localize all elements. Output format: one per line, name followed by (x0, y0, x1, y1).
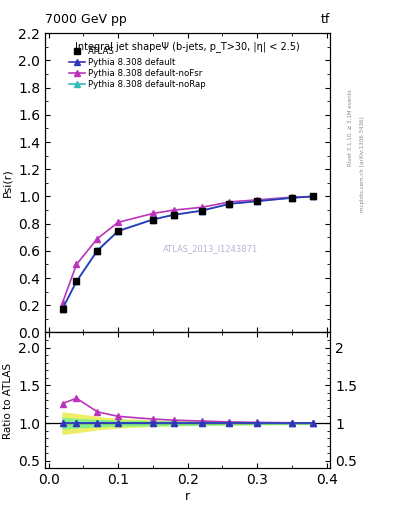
ATLAS (290, 195, 294, 201)
Pythia 8.308 default-noFsr (95, 236, 100, 242)
Y-axis label: Psi(r): Psi(r) (3, 168, 13, 197)
Pythia 8.308 default-noFsr (227, 199, 232, 205)
ATLAS (171, 212, 176, 218)
Pythia 8.308 default-noRap (60, 306, 65, 312)
Pythia 8.308 default-noRap (310, 194, 315, 200)
Pythia 8.308 default-noFsr (290, 194, 294, 200)
Pythia 8.308 default-noRap (290, 195, 294, 201)
ATLAS (74, 279, 79, 285)
Pythia 8.308 default-noFsr (116, 219, 121, 225)
Pythia 8.308 default-noRap (74, 279, 79, 285)
Pythia 8.308 default-noFsr (60, 300, 65, 306)
ATLAS (199, 208, 204, 214)
Pythia 8.308 default (151, 217, 155, 223)
ATLAS (255, 198, 259, 204)
Pythia 8.308 default (227, 201, 232, 207)
ATLAS (116, 228, 121, 234)
Pythia 8.308 default (171, 212, 176, 218)
ATLAS (310, 194, 315, 200)
Y-axis label: Ratio to ATLAS: Ratio to ATLAS (3, 362, 13, 439)
ATLAS (151, 217, 155, 223)
Pythia 8.308 default-noRap (255, 198, 259, 204)
Text: Integral jet shapeΨ (b-jets, p_T>30, |η| < 2.5): Integral jet shapeΨ (b-jets, p_T>30, |η|… (75, 41, 300, 52)
Pythia 8.308 default-noFsr (255, 197, 259, 203)
Line: Pythia 8.308 default-noRap: Pythia 8.308 default-noRap (59, 194, 316, 312)
Line: Pythia 8.308 default-noFsr: Pythia 8.308 default-noFsr (59, 194, 316, 306)
Text: tf: tf (321, 13, 330, 26)
Pythia 8.308 default-noRap (116, 228, 121, 234)
Text: mcplots.cern.ch [arXiv:1306.3436]: mcplots.cern.ch [arXiv:1306.3436] (360, 116, 365, 211)
Pythia 8.308 default-noRap (171, 211, 176, 218)
Pythia 8.308 default-noRap (151, 216, 155, 222)
Pythia 8.308 default (199, 208, 204, 214)
Text: 7000 GeV pp: 7000 GeV pp (45, 13, 127, 26)
Pythia 8.308 default-noRap (199, 207, 204, 214)
Pythia 8.308 default-noRap (95, 247, 100, 253)
Pythia 8.308 default (60, 306, 65, 312)
Pythia 8.308 default (310, 194, 315, 200)
Pythia 8.308 default-noFsr (74, 262, 79, 268)
Pythia 8.308 default-noFsr (171, 207, 176, 213)
Pythia 8.308 default (290, 195, 294, 201)
ATLAS (60, 306, 65, 312)
Pythia 8.308 default (255, 198, 259, 204)
Pythia 8.308 default (116, 228, 121, 234)
ATLAS (227, 201, 232, 207)
Pythia 8.308 default (95, 248, 100, 254)
Text: Rivet 3.1.10, ≥ 3.1M events: Rivet 3.1.10, ≥ 3.1M events (348, 90, 353, 166)
Legend: ATLAS, Pythia 8.308 default, Pythia 8.308 default-noFsr, Pythia 8.308 default-no: ATLAS, Pythia 8.308 default, Pythia 8.30… (70, 47, 206, 89)
Pythia 8.308 default-noFsr (151, 210, 155, 217)
Line: ATLAS: ATLAS (59, 194, 316, 312)
Line: Pythia 8.308 default: Pythia 8.308 default (59, 194, 316, 312)
Text: ATLAS_2013_I1243871: ATLAS_2013_I1243871 (163, 244, 258, 253)
Pythia 8.308 default-noRap (227, 201, 232, 207)
Pythia 8.308 default (74, 279, 79, 285)
X-axis label: r: r (185, 490, 190, 503)
ATLAS (95, 248, 100, 254)
Pythia 8.308 default-noFsr (199, 204, 204, 210)
Pythia 8.308 default-noFsr (310, 194, 315, 200)
